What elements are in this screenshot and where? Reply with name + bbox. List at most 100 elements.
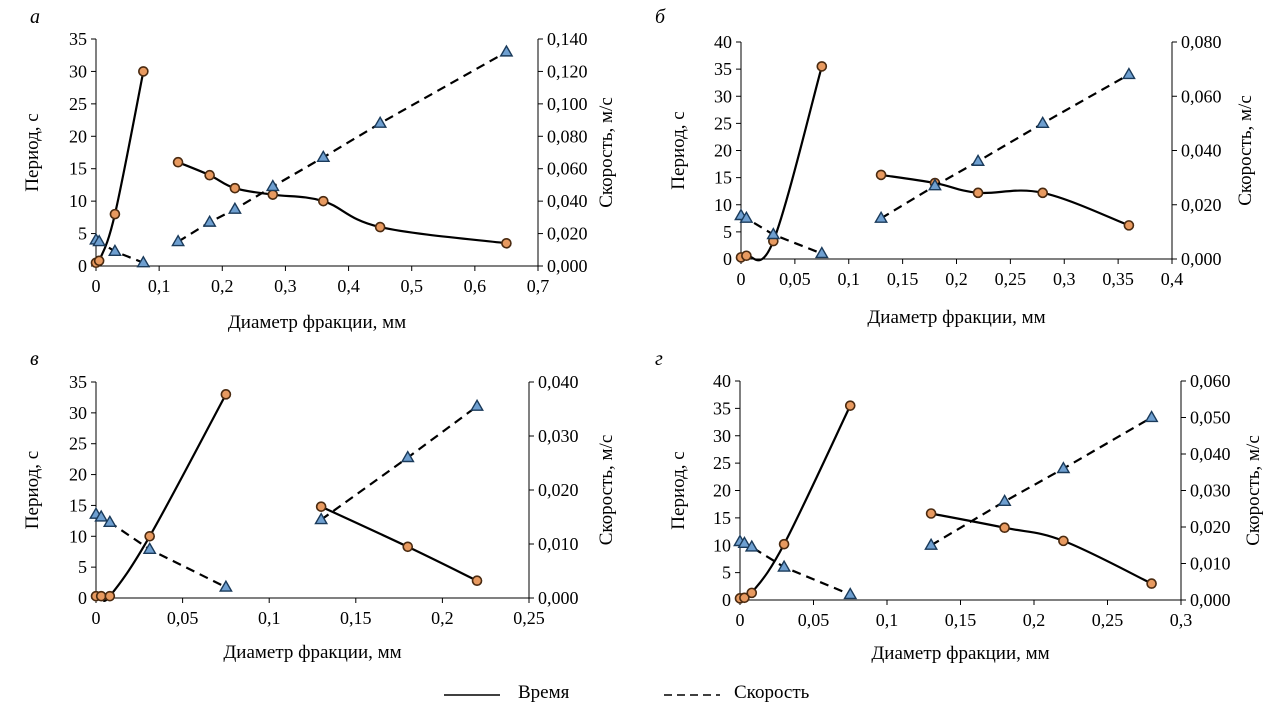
y-tick-label-right: 0,080: [547, 126, 588, 146]
time-point: [1123, 220, 1135, 231]
x-tick-label: 0,15: [340, 608, 372, 628]
y-axis-title-left: Период, с: [668, 451, 689, 529]
series-line-time: [880, 173, 1130, 227]
y-axis-title-left: Период, с: [22, 451, 43, 529]
x-tick-label: 0: [737, 269, 746, 289]
y-tick-label-right: 0,080: [1181, 32, 1222, 52]
time-point: [746, 587, 758, 599]
y-tick-label-right: 0,030: [538, 426, 579, 446]
y-tick-label-left: 20: [713, 481, 731, 501]
y-tick-label-left: 10: [69, 526, 87, 546]
x-tick-label: 0,2: [211, 276, 234, 296]
time-point: [875, 169, 887, 181]
time-point: [844, 400, 856, 411]
y-tick-label-left: 0: [723, 249, 732, 269]
y-tick-label-right: 0,050: [1190, 408, 1231, 428]
y-tick-label-right: 0,060: [1190, 371, 1231, 391]
x-tick-label: 0,1: [876, 610, 899, 630]
x-tick-label: 0,2: [945, 269, 968, 289]
x-tick-label: 0,2: [431, 608, 454, 628]
x-axis-title: Диаметр фракции, мм: [871, 643, 1049, 664]
y-tick-label-right: 0,100: [547, 94, 588, 114]
y-tick-label-left: 10: [713, 535, 731, 555]
y-axis-title-left: Период, с: [22, 113, 43, 191]
y-tick-label-right: 0,010: [538, 534, 579, 554]
speed-point: [92, 234, 107, 247]
speed-point: [470, 398, 484, 411]
y-tick-label-left: 15: [69, 495, 87, 515]
y-tick-label-right: 0,000: [1181, 249, 1222, 269]
x-tick-label: 0,05: [167, 608, 199, 628]
speed-point: [814, 246, 829, 259]
y-tick-label-left: 40: [713, 371, 731, 391]
time-point: [1037, 187, 1049, 199]
time-point: [741, 250, 752, 262]
series-line-time: [740, 66, 823, 262]
speed-point: [874, 210, 888, 223]
time-point: [374, 221, 386, 233]
y-axis-title-right: Скорость, м/с: [1243, 435, 1264, 546]
x-tick-label: 0,05: [798, 610, 830, 630]
x-tick-label: 0,1: [258, 608, 281, 628]
panel-b-title: б: [655, 6, 666, 28]
y-tick-label-right: 0,020: [538, 480, 579, 500]
x-tick-label: 0,4: [1161, 269, 1184, 289]
y-tick-label-right: 0,000: [547, 256, 588, 276]
speed-point: [142, 541, 157, 555]
speed-point: [218, 579, 233, 592]
legend-time-label: Время: [518, 682, 570, 703]
speed-point: [202, 214, 217, 227]
time-point: [204, 169, 215, 181]
y-tick-label-left: 25: [714, 113, 732, 133]
y-tick-label-left: 30: [713, 426, 731, 446]
speed-point: [314, 512, 329, 525]
y-tick-label-left: 0: [78, 588, 87, 608]
time-point: [172, 156, 184, 168]
x-tick-label: 0: [92, 608, 101, 628]
x-tick-label: 0,3: [1053, 269, 1076, 289]
speed-point: [228, 201, 242, 214]
panel-v-title: в: [30, 348, 39, 370]
x-tick-label: 0,7: [527, 276, 550, 296]
panel-a-title: а: [30, 6, 40, 28]
legend: Время Скорость: [440, 680, 900, 716]
y-tick-label-left: 30: [714, 86, 732, 106]
series-line-speed: [740, 214, 823, 255]
chart-panel-g: 0 0,05 0,1 0,15 0,2 0,25 0,3 0 5 10 15 20 25 30 35 40 0,…: [668, 371, 1264, 664]
time-point: [925, 508, 937, 519]
y-tick-label-right: 0,010: [1190, 554, 1231, 574]
y-tick-label-right: 0,020: [1190, 517, 1231, 537]
speed-point: [843, 587, 858, 600]
x-tick-label: 0,1: [838, 269, 861, 289]
time-point: [95, 590, 107, 602]
speed-point: [499, 44, 514, 57]
x-tick-label: 0,15: [945, 610, 977, 630]
series-line-time: [94, 71, 145, 267]
x-tick-label: 0,35: [1102, 269, 1134, 289]
time-point: [144, 530, 155, 542]
time-point: [267, 189, 279, 200]
series-line-time: [320, 505, 478, 582]
time-point: [93, 255, 105, 267]
speed-point: [1035, 115, 1050, 128]
time-point: [109, 208, 121, 220]
y-tick-label-left: 5: [723, 222, 732, 242]
series-line-speed: [930, 416, 1153, 547]
time-point: [1058, 535, 1069, 547]
legend-time-line: [444, 694, 500, 696]
speed-point: [928, 178, 942, 191]
speed-point: [1144, 410, 1159, 423]
time-point: [1146, 578, 1157, 589]
series-line-speed: [880, 73, 1130, 220]
y-tick-label-left: 5: [78, 557, 87, 577]
y-tick-label-left: 25: [69, 94, 87, 114]
y-tick-label-right: 0,020: [547, 224, 588, 244]
time-point: [739, 592, 750, 604]
x-tick-label: 0,25: [513, 608, 545, 628]
time-point: [999, 522, 1010, 534]
y-tick-label-left: 40: [714, 32, 732, 52]
y-tick-label-left: 25: [69, 434, 87, 454]
speed-point: [1056, 461, 1071, 474]
time-point: [220, 389, 232, 400]
y-tick-label-right: 0,040: [1181, 141, 1222, 161]
